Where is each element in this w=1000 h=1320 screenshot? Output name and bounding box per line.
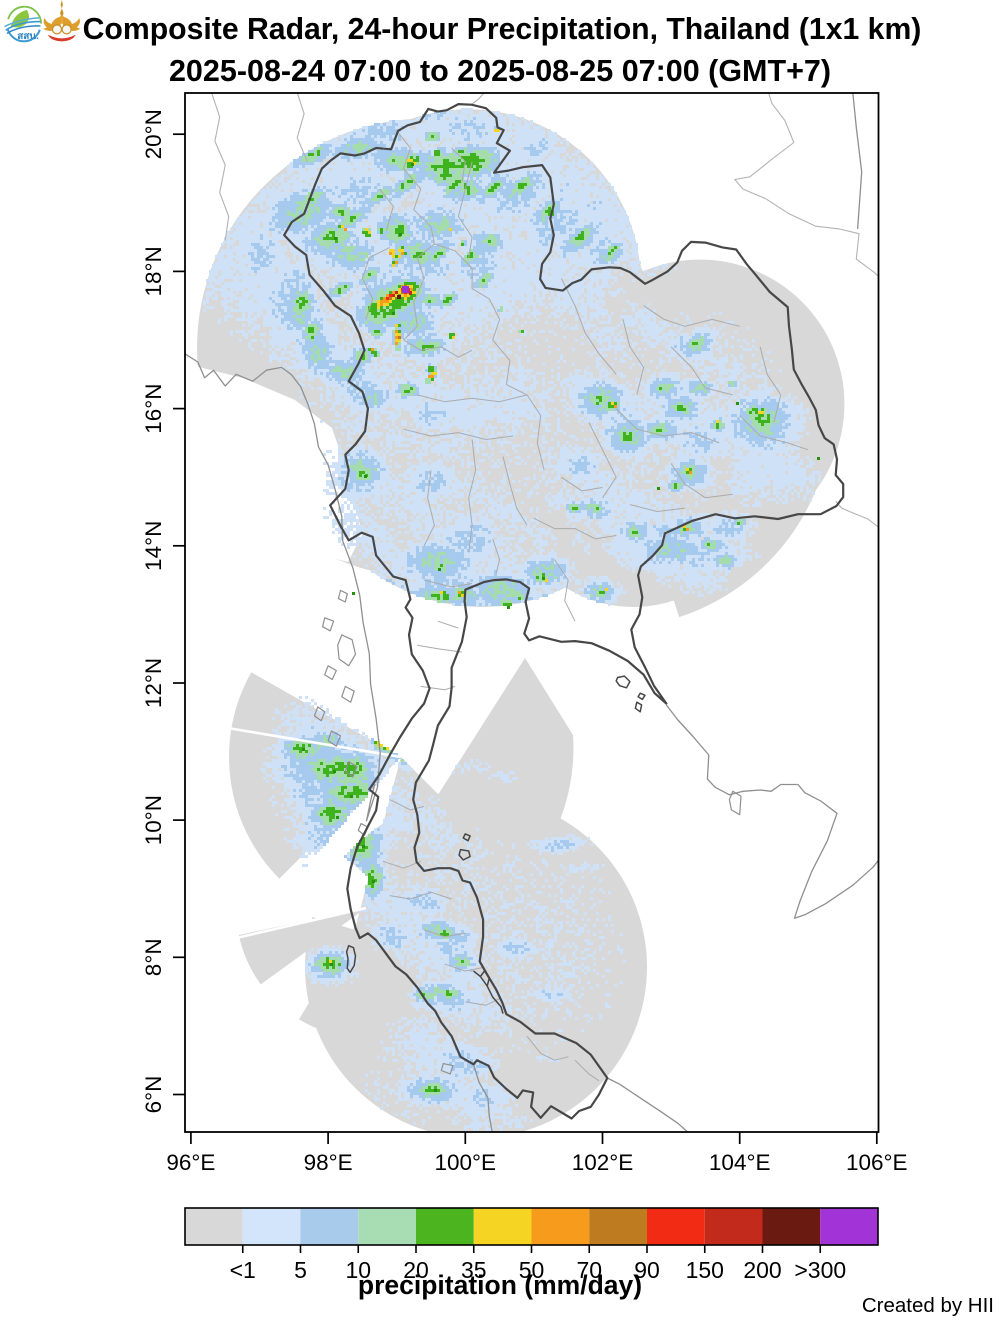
svg-text:6°N: 6°N	[141, 1076, 166, 1114]
svg-text:<1: <1	[230, 1257, 256, 1283]
svg-text:100°E: 100°E	[435, 1150, 497, 1175]
svg-text:>300: >300	[794, 1257, 846, 1283]
svg-text:10°N: 10°N	[141, 795, 166, 845]
svg-text:50: 50	[519, 1257, 545, 1283]
svg-text:90: 90	[634, 1257, 660, 1283]
svg-text:Composite Radar, 24-hour Preci: Composite Radar, 24-hour Precipitation, …	[83, 13, 922, 46]
svg-text:96°E: 96°E	[166, 1150, 215, 1175]
svg-text:precipitation (mm/day): precipitation (mm/day)	[358, 1270, 642, 1300]
svg-text:20: 20	[403, 1257, 429, 1283]
svg-text:12°N: 12°N	[141, 658, 166, 708]
svg-text:5: 5	[294, 1257, 307, 1283]
svg-text:2025-08-24 07:00 to 2025-08-25: 2025-08-24 07:00 to 2025-08-25 07:00 (GM…	[169, 54, 831, 88]
svg-text:8°N: 8°N	[141, 938, 166, 976]
svg-text:104°E: 104°E	[709, 1150, 771, 1175]
svg-text:10: 10	[345, 1257, 371, 1283]
svg-text:16°N: 16°N	[141, 383, 166, 433]
svg-text:102°E: 102°E	[572, 1150, 634, 1175]
svg-text:18°N: 18°N	[141, 246, 166, 296]
svg-text:106°E: 106°E	[846, 1150, 908, 1175]
svg-text:Created by HII: Created by HII	[862, 1294, 994, 1317]
svg-text:150: 150	[686, 1257, 724, 1283]
svg-text:14°N: 14°N	[141, 521, 166, 571]
svg-text:20°N: 20°N	[141, 109, 166, 159]
svg-text:35: 35	[461, 1257, 487, 1283]
svg-text:200: 200	[743, 1257, 781, 1283]
svg-text:70: 70	[576, 1257, 602, 1283]
svg-text:สสน.: สสน.	[17, 31, 39, 42]
svg-text:98°E: 98°E	[304, 1150, 353, 1175]
